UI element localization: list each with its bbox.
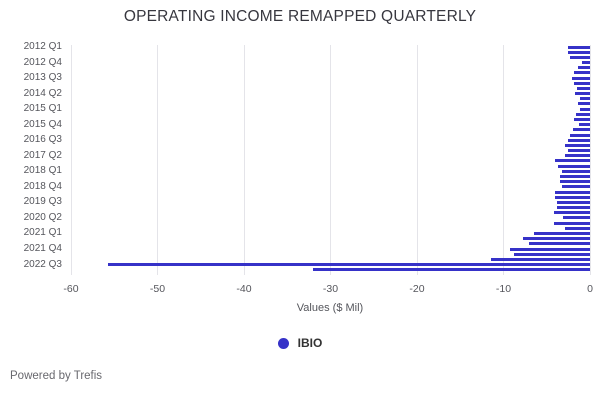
y-tick-label: 2012 Q4 bbox=[23, 56, 62, 68]
bar[interactable] bbox=[577, 66, 590, 70]
bar[interactable] bbox=[563, 216, 590, 220]
bar[interactable] bbox=[576, 112, 590, 116]
bar[interactable] bbox=[564, 226, 590, 230]
chart-title: OPERATING INCOME REMAPPED QUARTERLY bbox=[123, 8, 477, 25]
bar[interactable] bbox=[510, 247, 590, 251]
bar[interactable] bbox=[559, 175, 590, 178]
gridline bbox=[503, 45, 504, 275]
bar[interactable] bbox=[568, 149, 590, 153]
bar[interactable] bbox=[573, 71, 590, 75]
bar[interactable] bbox=[490, 257, 590, 261]
bar[interactable] bbox=[557, 164, 590, 168]
bar[interactable] bbox=[564, 143, 590, 147]
bar[interactable] bbox=[573, 81, 590, 85]
bar[interactable] bbox=[562, 169, 590, 173]
x-tick-label: -40 bbox=[236, 283, 252, 295]
y-tick-label: 2012 Q1 bbox=[23, 41, 62, 52]
bar[interactable] bbox=[573, 118, 590, 122]
bar[interactable] bbox=[582, 61, 590, 65]
bar[interactable] bbox=[533, 231, 590, 235]
bar[interactable] bbox=[564, 154, 590, 158]
legend-marker-icon bbox=[277, 337, 289, 349]
bar[interactable] bbox=[555, 190, 590, 194]
bar[interactable] bbox=[571, 76, 590, 80]
bar[interactable] bbox=[557, 206, 590, 210]
y-tick-label: 2015 Q4 bbox=[23, 118, 62, 130]
bar[interactable] bbox=[313, 268, 590, 272]
y-tick-label: 2015 Q1 bbox=[23, 103, 62, 115]
bar[interactable] bbox=[562, 185, 590, 189]
y-tick-label: 2022 Q3 bbox=[23, 258, 62, 270]
legend-item-ibio[interactable]: IBIO bbox=[0, 334, 600, 352]
gridline bbox=[589, 45, 591, 275]
bar[interactable] bbox=[577, 102, 590, 106]
x-axis-label: Values ($ Mil) bbox=[296, 302, 364, 314]
bar[interactable] bbox=[555, 195, 590, 199]
gridline bbox=[243, 45, 245, 275]
bar[interactable] bbox=[522, 237, 590, 241]
gridline bbox=[416, 45, 418, 275]
bar[interactable] bbox=[553, 211, 590, 215]
y-tick-label: 2018 Q1 bbox=[23, 165, 62, 177]
bar[interactable] bbox=[568, 50, 590, 54]
bar[interactable] bbox=[559, 180, 590, 184]
bar[interactable] bbox=[513, 252, 590, 256]
bar[interactable] bbox=[553, 221, 590, 225]
bar[interactable] bbox=[557, 200, 590, 204]
x-tick-label: -60 bbox=[63, 283, 79, 295]
bar[interactable] bbox=[575, 92, 590, 96]
bar[interactable] bbox=[579, 97, 590, 101]
gridline bbox=[157, 45, 158, 275]
y-tick-label: 2021 Q4 bbox=[23, 243, 62, 255]
bar[interactable] bbox=[570, 133, 590, 137]
bar[interactable] bbox=[108, 263, 590, 267]
gridline bbox=[70, 45, 72, 275]
bar[interactable] bbox=[572, 128, 590, 132]
y-tick-label: 2013 Q3 bbox=[23, 72, 62, 84]
y-tick-label: 2016 Q3 bbox=[23, 134, 62, 146]
x-tick-label: -30 bbox=[322, 283, 339, 295]
legend-label: IBIO bbox=[297, 336, 323, 350]
x-tick-label: -10 bbox=[495, 283, 512, 295]
bar[interactable] bbox=[568, 138, 590, 142]
x-tick-label: 0 bbox=[587, 283, 593, 295]
bar[interactable] bbox=[555, 159, 590, 163]
bar[interactable] bbox=[577, 86, 590, 90]
gridline bbox=[330, 45, 331, 275]
x-tick-label: -20 bbox=[409, 283, 425, 295]
y-tick-label: 2018 Q4 bbox=[23, 180, 62, 192]
bar[interactable] bbox=[568, 45, 590, 49]
y-tick-label: 2020 Q2 bbox=[23, 211, 62, 223]
bar[interactable] bbox=[579, 107, 590, 111]
bar[interactable] bbox=[528, 242, 590, 246]
y-tick-label: 2017 Q2 bbox=[23, 149, 62, 161]
powered-by-trefis: Powered by Trefis bbox=[10, 370, 103, 382]
bar[interactable] bbox=[570, 55, 590, 59]
y-tick-label: 2019 Q3 bbox=[23, 196, 62, 208]
y-tick-label: 2014 Q2 bbox=[23, 87, 62, 99]
x-tick-label: -50 bbox=[149, 283, 166, 295]
bar[interactable] bbox=[578, 123, 590, 127]
y-tick-label: 2021 Q1 bbox=[23, 227, 62, 239]
